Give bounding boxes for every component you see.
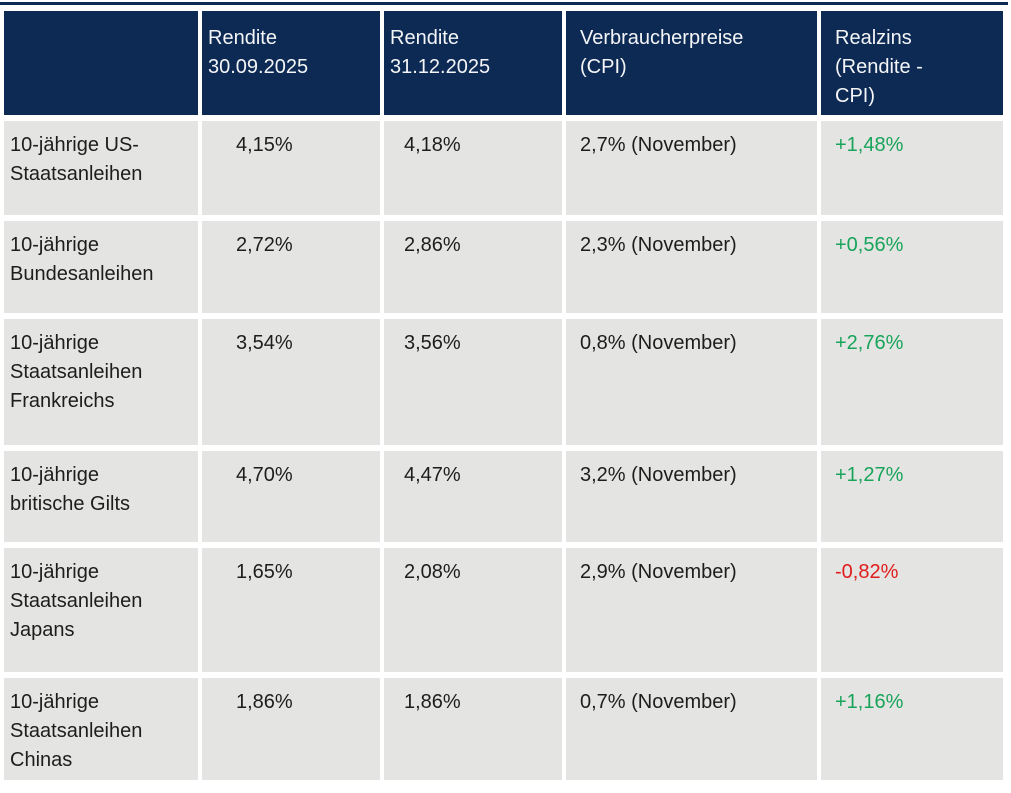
- rendite-dez-value: 1,86%: [384, 678, 562, 780]
- table-row-china: 10-jährige Staatsanleihen Chinas 1,86% 1…: [4, 678, 1003, 780]
- header-cpi: Verbraucherpreise (CPI): [566, 11, 817, 115]
- header-row: Rendite 30.09.2025 Rendite 31.12.2025 Ve…: [4, 11, 1003, 115]
- rendite-sep-value: 4,70%: [202, 451, 380, 542]
- table-row-japan: 10-jährige Staatsanleihen Japans 1,65% 2…: [4, 548, 1003, 672]
- rendite-dez-value: 3,56%: [384, 319, 562, 445]
- cpi-value: 2,9% (November): [566, 548, 817, 672]
- row-label: 10-jährige britische Gilts: [4, 451, 198, 542]
- rendite-sep-value: 2,72%: [202, 221, 380, 313]
- header-rendite-dez: Rendite 31.12.2025: [384, 11, 562, 115]
- realzins-value: +1,48%: [821, 121, 1003, 215]
- rendite-dez-value: 4,18%: [384, 121, 562, 215]
- rendite-dez-value: 2,08%: [384, 548, 562, 672]
- row-label: 10-jährige Staatsanleihen Chinas: [4, 678, 198, 780]
- bond-yield-cpi-table: Rendite 30.09.2025 Rendite 31.12.2025 Ve…: [0, 5, 1007, 786]
- cpi-value: 0,8% (November): [566, 319, 817, 445]
- table-row-bund: 10-jährige Bundesanleihen 2,72% 2,86% 2,…: [4, 221, 1003, 313]
- row-label: 10-jährige Staatsanleihen Japans: [4, 548, 198, 672]
- realzins-value: +0,56%: [821, 221, 1003, 313]
- row-label: 10-jährige Bundesanleihen: [4, 221, 198, 313]
- cpi-value: 2,3% (November): [566, 221, 817, 313]
- realzins-value: +1,16%: [821, 678, 1003, 780]
- cpi-value: 0,7% (November): [566, 678, 817, 780]
- rendite-sep-value: 3,54%: [202, 319, 380, 445]
- cpi-value: 2,7% (November): [566, 121, 817, 215]
- rendite-sep-value: 1,65%: [202, 548, 380, 672]
- realzins-value: +1,27%: [821, 451, 1003, 542]
- header-rendite-sep: Rendite 30.09.2025: [202, 11, 380, 115]
- realzins-value: -0,82%: [821, 548, 1003, 672]
- header-realzins: Realzins (Rendite - CPI): [821, 11, 1003, 115]
- row-label: 10-jährige Staatsanleihen Frankreichs: [4, 319, 198, 445]
- realzins-value: +2,76%: [821, 319, 1003, 445]
- table-row-us: 10-jährige US- Staatsanleihen 4,15% 4,18…: [4, 121, 1003, 215]
- table-top-border: [0, 2, 1008, 5]
- cpi-value: 3,2% (November): [566, 451, 817, 542]
- rendite-dez-value: 4,47%: [384, 451, 562, 542]
- row-label: 10-jährige US- Staatsanleihen: [4, 121, 198, 215]
- table-row-frankreich: 10-jährige Staatsanleihen Frankreichs 3,…: [4, 319, 1003, 445]
- rendite-dez-value: 2,86%: [384, 221, 562, 313]
- rendite-sep-value: 1,86%: [202, 678, 380, 780]
- header-empty: [4, 11, 198, 115]
- rendite-sep-value: 4,15%: [202, 121, 380, 215]
- table-row-gilts: 10-jährige britische Gilts 4,70% 4,47% 3…: [4, 451, 1003, 542]
